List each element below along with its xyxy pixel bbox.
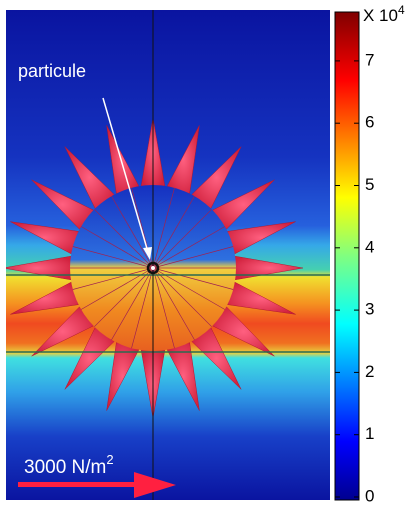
radial-line [72,267,154,290]
scale-text: 3000 N/m [24,457,106,478]
radial-line [94,267,154,327]
radial-line [152,267,212,327]
colorbar-tick-label: 0 [365,486,374,505]
multiplier: X 10 [363,6,398,25]
radial-line [152,267,175,349]
scale-arrow-head [134,472,176,498]
radial-line [152,187,175,269]
scale-arrow [18,482,138,487]
colorbar-multiplier: X 104 [363,3,405,25]
pointer-head [143,247,152,260]
radial-line [152,267,234,290]
particle-label: particule [18,61,86,81]
radial-line [94,209,154,269]
radial-line [152,267,195,341]
radial-line [80,226,154,269]
colorbar-tick-label: 4 [365,237,374,256]
colorbar-ticks: 0 1 2 3 4 5 6 7 [335,50,374,505]
colorbar-tick-label: 3 [365,300,374,319]
particle [146,261,160,275]
colorbar-tick-label: 1 [365,424,374,443]
multiplier-exponent: 4 [398,3,405,17]
pointer [102,97,149,253]
scale-exponent: 2 [106,452,113,467]
radial-line [111,267,154,341]
colorbar-tick-label: 2 [365,362,374,381]
radial-line [152,209,212,269]
colorbar-tick-label: 6 [365,113,374,132]
scale-label: 3000 N/m2 [24,452,114,478]
radial-line [152,195,195,269]
radial-line [131,267,154,349]
radial-line [152,246,234,269]
particle-center [151,266,155,270]
colorbar-tick-label: 5 [365,175,374,194]
colorbar-tick-label: 7 [365,50,374,69]
radial-line [111,195,154,269]
radial-line [152,226,226,269]
radial-line [72,246,154,269]
colorbar [334,11,360,501]
